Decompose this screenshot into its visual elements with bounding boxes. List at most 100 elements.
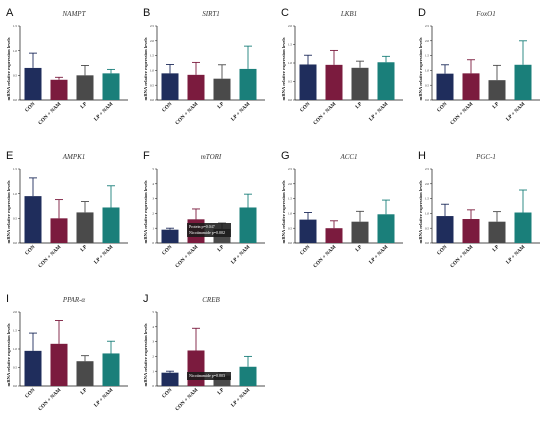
bar-con-nam bbox=[462, 219, 480, 243]
bar-con-nam bbox=[187, 350, 205, 386]
y-tick-label: 1.5 bbox=[425, 54, 429, 58]
y-tick-label: 2.0 bbox=[425, 182, 429, 186]
x-category-label: LP bbox=[79, 244, 89, 254]
x-category-label: CON bbox=[161, 244, 174, 257]
bar-con bbox=[24, 350, 42, 386]
x-category-label: LP bbox=[216, 387, 226, 397]
bar-lp-nam bbox=[239, 68, 257, 100]
bar-lp-nam bbox=[102, 207, 120, 243]
bar-lp bbox=[351, 67, 369, 100]
bar-lp-nam bbox=[239, 366, 257, 386]
x-category-label: LP + NAM bbox=[368, 244, 389, 265]
stat-annotation-box bbox=[187, 372, 231, 380]
y-tick-label: 2.0 bbox=[13, 310, 17, 314]
y-tick-label: 4 bbox=[152, 182, 154, 186]
bar-lp bbox=[76, 75, 94, 100]
x-category-label: LP + NAM bbox=[368, 101, 389, 122]
bar-con bbox=[24, 67, 42, 100]
y-tick-label: 1.5 bbox=[288, 197, 292, 201]
bar-lp bbox=[76, 361, 94, 386]
chart-panel-B: B SIRT1 mRNA relative expression levels 0.0… bbox=[143, 7, 265, 126]
x-category-label: CON bbox=[24, 387, 37, 400]
bar-con-nam bbox=[325, 228, 343, 243]
y-tick-label: 1.0 bbox=[425, 69, 429, 73]
x-category-label: LP + NAM bbox=[93, 101, 114, 122]
y-tick-label: 1.0 bbox=[425, 212, 429, 216]
x-category-label: CON bbox=[436, 244, 449, 257]
y-tick-label: 0.0 bbox=[13, 384, 17, 388]
y-tick-label: 0.5 bbox=[288, 80, 292, 84]
x-category-label: LP bbox=[216, 244, 226, 254]
bar-lp-nam bbox=[514, 212, 532, 243]
y-tick-label: 0.5 bbox=[425, 83, 429, 87]
y-tick-label: 1.5 bbox=[13, 329, 17, 333]
y-axis-label: mRNA relative expression levels bbox=[418, 180, 423, 243]
x-category-label: CON bbox=[299, 244, 312, 257]
x-category-label: CON bbox=[161, 387, 174, 400]
bar-lp bbox=[488, 221, 506, 243]
bar-con bbox=[436, 73, 454, 100]
y-axis-label: mRNA relative expression levels bbox=[143, 180, 148, 243]
bar-con-nam bbox=[50, 79, 68, 100]
y-axis-label: mRNA relative expression levels bbox=[143, 37, 148, 100]
y-tick-label: 1.0 bbox=[13, 49, 17, 53]
stat-annotation-box bbox=[187, 223, 231, 237]
y-tick-label: 0.0 bbox=[425, 98, 429, 102]
y-tick-label: 1.5 bbox=[425, 197, 429, 201]
bar-lp-nam bbox=[377, 214, 395, 243]
chart-panel-E: E AMPK1 mRNA relative expression levels 0.0… bbox=[6, 150, 128, 269]
panel-letter: D bbox=[418, 7, 426, 19]
y-tick-label: 0.5 bbox=[288, 226, 292, 230]
chart-panel-I: I PPAR-α mRNA relative expression levels 0.… bbox=[6, 293, 128, 412]
x-category-label: CON + NAM bbox=[449, 244, 474, 269]
panel-letter: J bbox=[143, 293, 149, 305]
y-tick-label: 2 bbox=[152, 355, 154, 359]
y-tick-label: 0.5 bbox=[13, 366, 17, 370]
panel-title: AMPK1 bbox=[62, 153, 86, 161]
chart-panel-J: J CREB mRNA relative expression levels 0 1 2 3… bbox=[143, 293, 265, 412]
y-tick-label: 1.5 bbox=[150, 54, 154, 58]
y-tick-label: 0.0 bbox=[13, 241, 17, 245]
panel-title: SIRT1 bbox=[202, 10, 220, 18]
bar-lp bbox=[213, 375, 231, 386]
y-tick-label: 1 bbox=[152, 369, 154, 373]
y-axis-label: mRNA relative expression levels bbox=[418, 37, 423, 100]
x-category-label: CON + NAM bbox=[174, 244, 199, 269]
x-category-label: CON + NAM bbox=[37, 244, 62, 269]
bar-lp bbox=[76, 212, 94, 243]
bar-con bbox=[24, 196, 42, 243]
y-tick-label: 1.0 bbox=[288, 212, 292, 216]
chart-panel-D: D FoxO1 mRNA relative expression levels 0.0… bbox=[418, 7, 540, 126]
x-category-label: LP + NAM bbox=[505, 244, 526, 265]
x-category-label: CON bbox=[436, 101, 449, 114]
x-category-label: LP + NAM bbox=[505, 101, 526, 122]
x-category-label: CON bbox=[299, 101, 312, 114]
bar-con bbox=[436, 216, 454, 243]
x-category-label: LP + NAM bbox=[230, 101, 251, 122]
y-tick-label: 1.5 bbox=[13, 167, 17, 171]
panel-letter: C bbox=[281, 7, 289, 19]
y-tick-label: 0.0 bbox=[288, 241, 292, 245]
y-tick-label: 2.0 bbox=[150, 39, 154, 43]
bar-con-nam bbox=[50, 343, 68, 386]
bar-lp-nam bbox=[239, 207, 257, 243]
x-category-label: LP + NAM bbox=[230, 244, 251, 265]
x-category-label: CON + NAM bbox=[449, 101, 474, 126]
bar-lp-nam bbox=[514, 64, 532, 100]
chart-panel-H: H PGC-1 mRNA relative expression levels 0.0… bbox=[418, 150, 540, 269]
panel-title: PPAR-α bbox=[62, 296, 86, 304]
y-tick-label: 3 bbox=[152, 197, 154, 201]
x-category-label: LP bbox=[79, 101, 89, 111]
y-tick-label: 0.0 bbox=[13, 98, 17, 102]
bar-lp-nam bbox=[377, 62, 395, 100]
bar-lp bbox=[213, 78, 231, 100]
bar-con bbox=[161, 229, 179, 243]
bar-lp bbox=[351, 221, 369, 243]
y-tick-label: 0 bbox=[152, 384, 154, 388]
y-tick-label: 1.0 bbox=[150, 69, 154, 73]
x-category-label: LP bbox=[354, 244, 364, 254]
x-category-label: CON + NAM bbox=[37, 101, 62, 126]
bar-lp bbox=[488, 80, 506, 100]
panel-title: FoxO1 bbox=[475, 10, 495, 18]
